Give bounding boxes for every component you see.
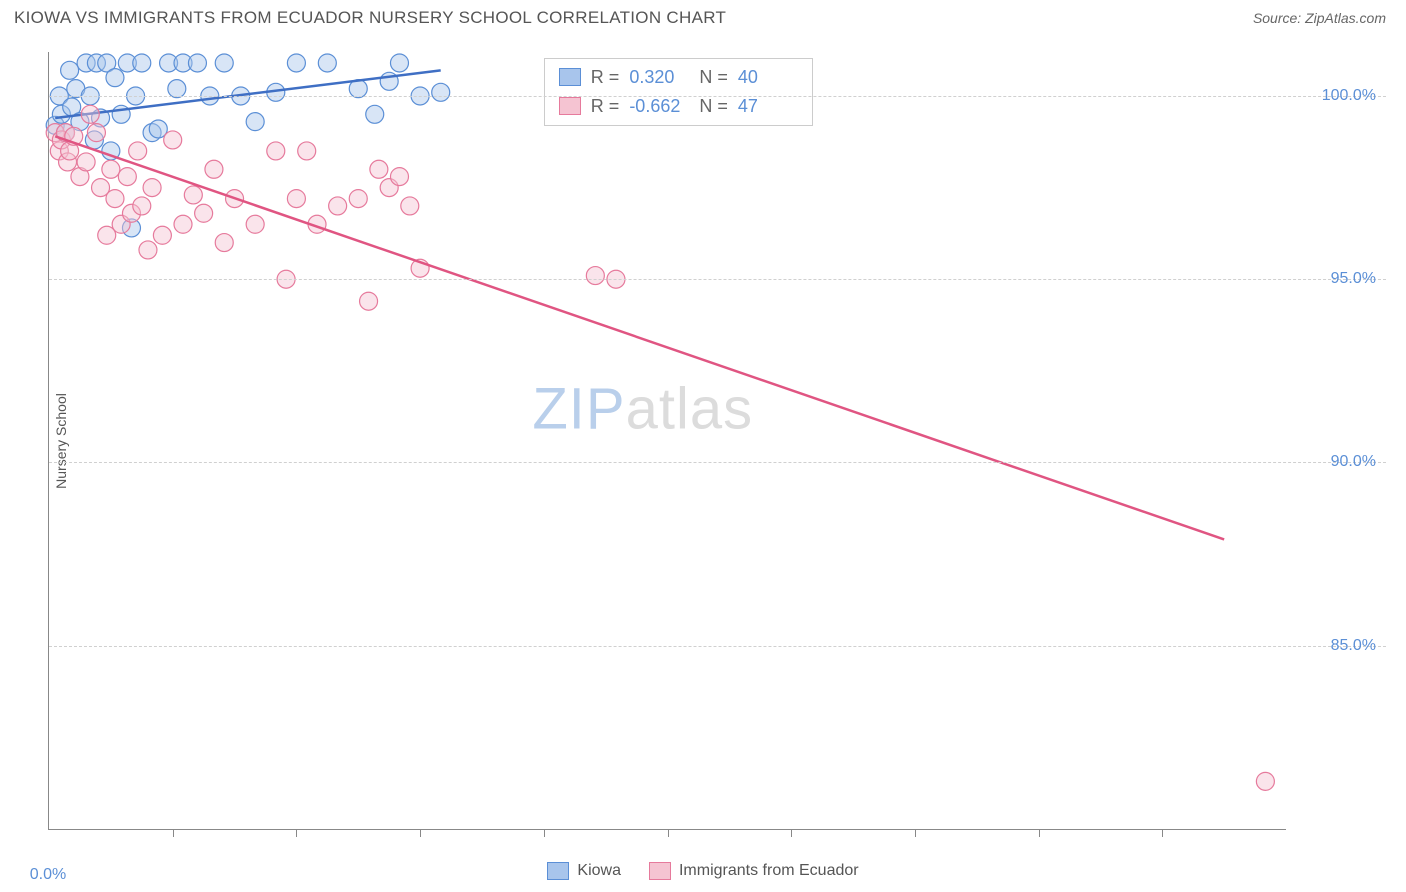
data-point xyxy=(432,83,450,101)
plot-area: Nursery School ZIPatlas R =0.320N =40R =… xyxy=(48,52,1286,830)
data-point xyxy=(349,190,367,208)
gridline xyxy=(49,646,1386,647)
data-point xyxy=(370,160,388,178)
data-point xyxy=(401,197,419,215)
scatter-plot-svg xyxy=(49,52,1286,829)
data-point xyxy=(246,215,264,233)
data-point xyxy=(215,234,233,252)
data-point xyxy=(133,54,151,72)
x-tick xyxy=(173,829,174,837)
y-tick-label: 95.0% xyxy=(1296,270,1376,288)
data-point xyxy=(81,105,99,123)
gridline xyxy=(49,96,1386,97)
data-point xyxy=(87,124,105,142)
data-point xyxy=(184,186,202,204)
chart-header: KIOWA VS IMMIGRANTS FROM ECUADOR NURSERY… xyxy=(0,0,1406,34)
data-point xyxy=(174,215,192,233)
data-point xyxy=(1256,772,1274,790)
data-point xyxy=(164,131,182,149)
x-tick xyxy=(1039,829,1040,837)
y-tick-label: 90.0% xyxy=(1296,453,1376,471)
data-point xyxy=(298,142,316,160)
x-tick xyxy=(668,829,669,837)
bottom-legend-item: Immigrants from Ecuador xyxy=(649,862,859,880)
legend-label: Kiowa xyxy=(577,862,621,880)
data-point xyxy=(61,61,79,79)
stats-legend-box: R =0.320N =40R =-0.662N =47 xyxy=(544,58,813,126)
data-point xyxy=(246,113,264,131)
data-point xyxy=(118,168,136,186)
data-point xyxy=(360,292,378,310)
data-point xyxy=(168,80,186,98)
data-point xyxy=(287,54,305,72)
data-point xyxy=(366,105,384,123)
gridline xyxy=(49,279,1386,280)
data-point xyxy=(102,160,120,178)
data-point xyxy=(143,179,161,197)
chart-container: Nursery School ZIPatlas R =0.320N =40R =… xyxy=(48,52,1386,830)
stat-n-value: 40 xyxy=(738,63,798,92)
x-tick xyxy=(420,829,421,837)
legend-swatch xyxy=(559,97,581,115)
chart-title: KIOWA VS IMMIGRANTS FROM ECUADOR NURSERY… xyxy=(14,8,726,28)
data-point xyxy=(586,267,604,285)
stats-legend-row: R = 0.320 N = 40 xyxy=(559,63,798,92)
data-point xyxy=(329,197,347,215)
data-point xyxy=(139,241,157,259)
legend-swatch xyxy=(547,862,569,880)
bottom-legend: Kiowa Immigrants from Ecuador xyxy=(0,862,1406,880)
data-point xyxy=(287,190,305,208)
legend-swatch xyxy=(559,68,581,86)
trend-line xyxy=(55,136,1224,539)
data-point xyxy=(106,190,124,208)
data-point xyxy=(215,54,233,72)
x-tick xyxy=(544,829,545,837)
legend-swatch xyxy=(649,862,671,880)
data-point xyxy=(129,142,147,160)
gridline xyxy=(49,462,1386,463)
data-point xyxy=(390,54,408,72)
y-tick-label: 85.0% xyxy=(1296,637,1376,655)
x-tick xyxy=(791,829,792,837)
y-tick-label: 100.0% xyxy=(1296,87,1376,105)
data-point xyxy=(318,54,336,72)
x-tick xyxy=(296,829,297,837)
data-point xyxy=(133,197,151,215)
stat-n-label: N = xyxy=(699,63,728,92)
data-point xyxy=(195,204,213,222)
data-point xyxy=(267,142,285,160)
data-point xyxy=(205,160,223,178)
data-point xyxy=(188,54,206,72)
x-tick xyxy=(915,829,916,837)
stat-r-label: R = xyxy=(591,63,620,92)
data-point xyxy=(106,69,124,87)
stat-r-value: 0.320 xyxy=(629,63,689,92)
x-tick xyxy=(1162,829,1163,837)
data-point xyxy=(153,226,171,244)
legend-label: Immigrants from Ecuador xyxy=(679,862,859,880)
data-point xyxy=(390,168,408,186)
bottom-legend-item: Kiowa xyxy=(547,862,621,880)
source-attribution: Source: ZipAtlas.com xyxy=(1253,10,1386,26)
data-point xyxy=(77,153,95,171)
